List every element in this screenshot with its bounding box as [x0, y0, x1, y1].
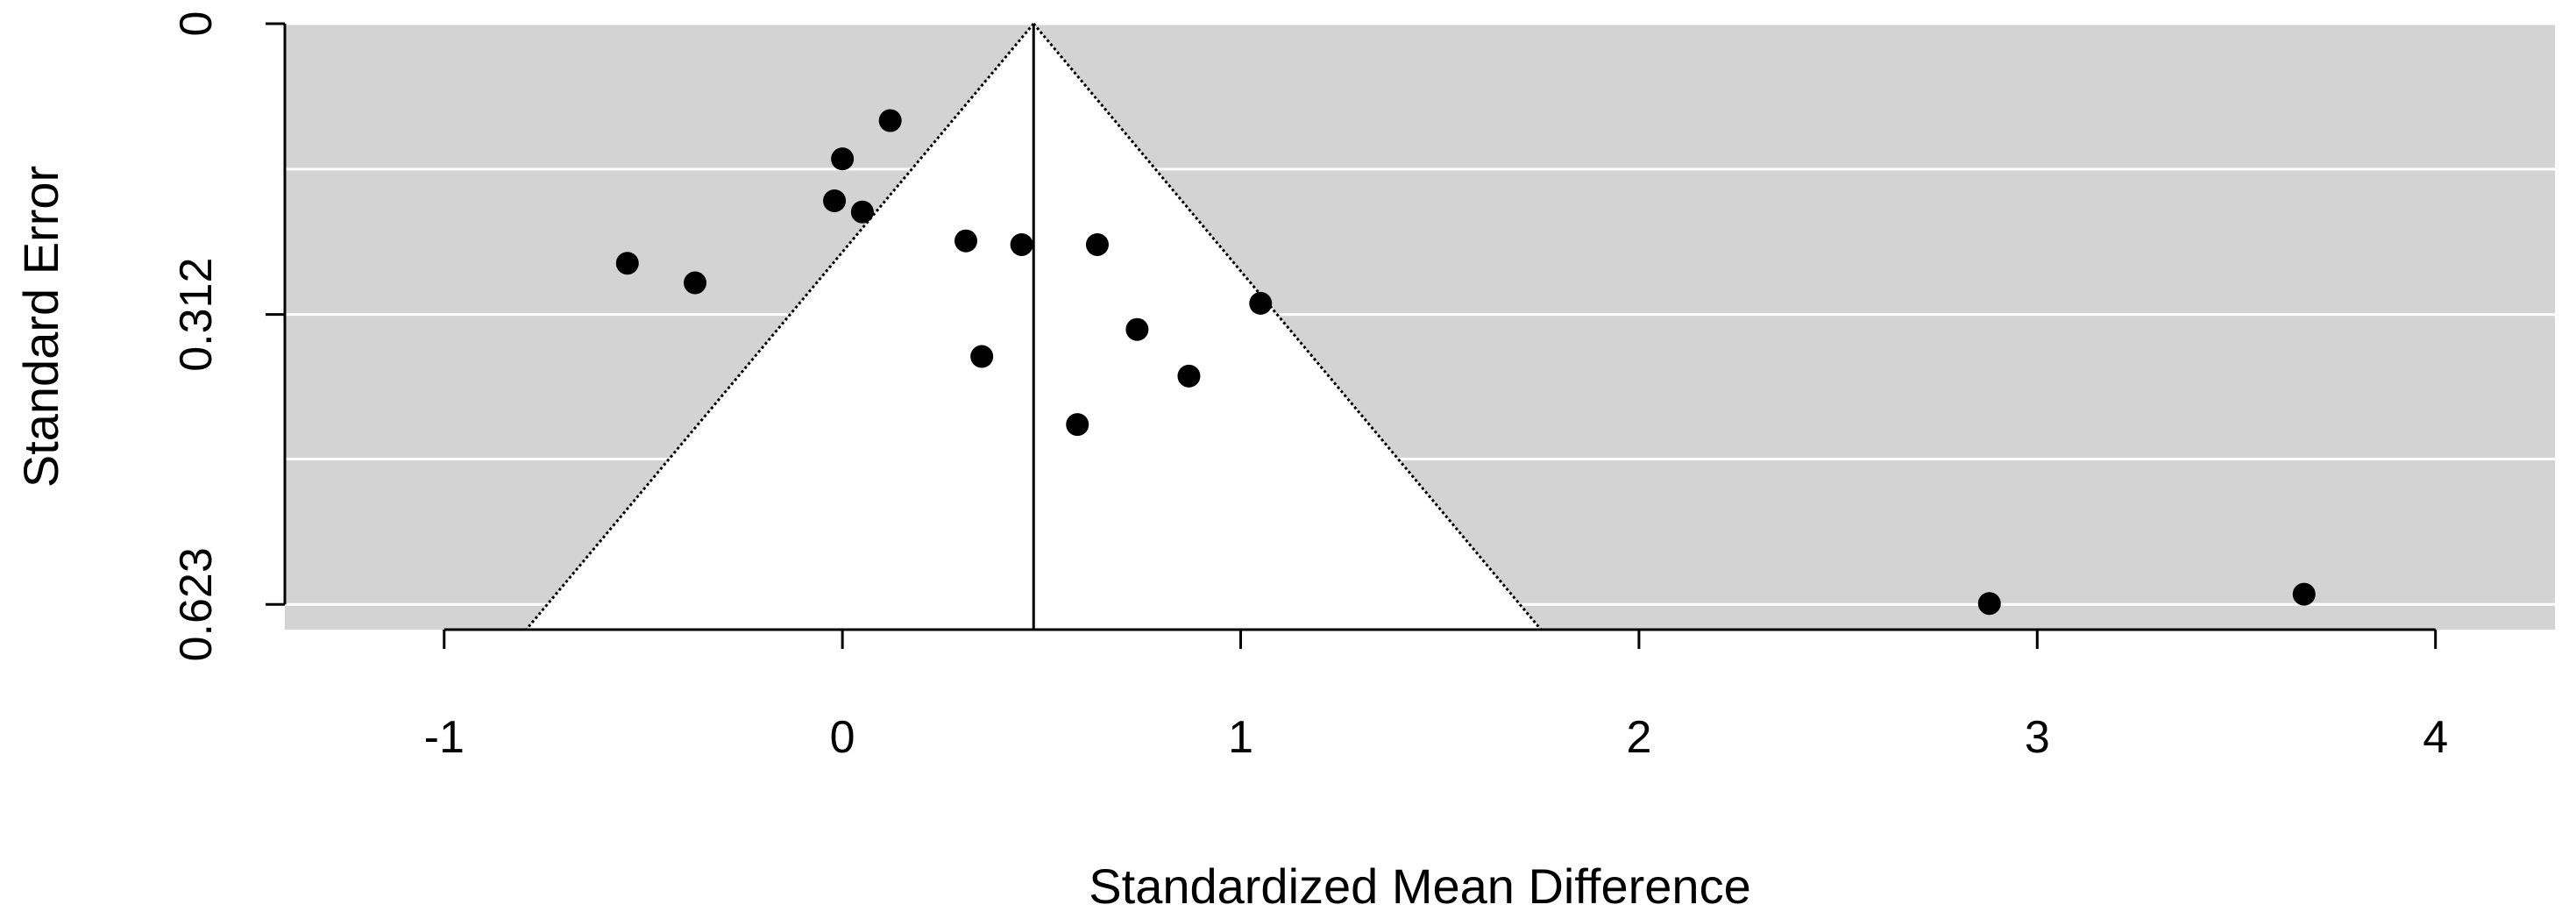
data-point — [1085, 232, 1109, 256]
data-point — [850, 200, 874, 224]
data-point — [831, 147, 855, 171]
data-point — [1010, 232, 1033, 256]
data-point — [1125, 317, 1149, 341]
gridlines — [285, 22, 2555, 606]
x-axis: -1 0 1 2 3 4 — [424, 628, 2448, 763]
x-tick-label: 4 — [2423, 712, 2448, 763]
data-point — [1249, 291, 1273, 315]
y-tick-label: 0.623 — [171, 547, 222, 661]
x-axis-title: Standardized Mean Difference — [1089, 858, 1750, 914]
y-tick-label: 0.312 — [171, 258, 222, 372]
x-tick-label: 1 — [1228, 712, 1253, 763]
x-tick-label: 2 — [1626, 712, 1651, 763]
y-axis-title: Standard Error — [13, 166, 68, 488]
data-point — [878, 109, 902, 132]
y-axis: 0 0.312 0.623 — [171, 11, 287, 661]
data-point — [1066, 413, 1089, 437]
funnel-left-boundary — [525, 23, 1035, 630]
y-tick-label: 0 — [171, 11, 222, 37]
x-tick-label: -1 — [424, 712, 465, 763]
data-point — [1177, 364, 1201, 388]
x-tick-label: 3 — [2025, 712, 2050, 763]
funnel-right-boundary — [1033, 23, 1543, 630]
x-tick-label: 0 — [830, 712, 855, 763]
data-points — [615, 109, 2316, 616]
data-point — [2292, 582, 2316, 606]
data-point — [823, 189, 847, 212]
data-point — [615, 252, 639, 275]
data-point — [684, 271, 707, 295]
data-point — [954, 229, 977, 253]
data-point — [970, 345, 994, 368]
data-point — [1977, 592, 2001, 616]
